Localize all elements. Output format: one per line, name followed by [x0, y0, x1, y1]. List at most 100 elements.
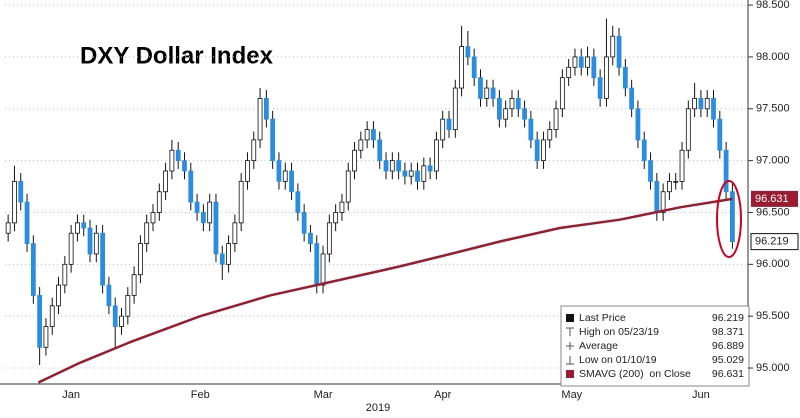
candle-body: [182, 160, 187, 172]
candle-body: [635, 108, 641, 141]
x-axis-label: 2019: [366, 402, 390, 414]
candle-body: [56, 284, 61, 307]
candle-body: [106, 284, 112, 307]
candle-body: [541, 139, 546, 162]
candle-body: [692, 98, 698, 110]
candle-body: [175, 149, 181, 162]
candle-body: [364, 129, 370, 141]
candle-body: [484, 87, 490, 99]
legend-label: High on 05/23/19: [579, 326, 659, 338]
legend-value: 98.371: [712, 326, 744, 338]
candle-body: [408, 170, 414, 177]
candle-body: [276, 160, 282, 182]
y-tick-label: 95.000: [756, 362, 790, 374]
candle-body: [509, 98, 515, 110]
candle-body: [301, 212, 307, 234]
candle-body: [704, 98, 710, 110]
candle-body: [263, 98, 269, 120]
x-tick-label: Apr: [434, 389, 451, 401]
chart-title: DXY Dollar Index: [80, 42, 274, 69]
candle-body: [528, 118, 534, 141]
last-price-tag: [750, 233, 799, 251]
y-tick-label: 97.500: [756, 103, 790, 115]
candle-body: [496, 98, 502, 120]
candle-body: [547, 129, 553, 141]
legend-label: SMAVG (200) on Close: [579, 368, 691, 380]
candle-body: [396, 160, 402, 172]
candle-body: [730, 191, 735, 243]
candle-body: [610, 35, 616, 58]
candle-body: [503, 108, 509, 120]
candle-body: [522, 108, 527, 120]
candle-body: [345, 170, 351, 203]
sma-price-tag: [751, 190, 798, 207]
legend-icon: [566, 370, 574, 378]
candle-body: [49, 305, 55, 327]
candle-body: [402, 170, 408, 177]
candle-body: [169, 149, 175, 172]
legend-label: Average: [579, 340, 618, 352]
y-tick-label: 96.500: [756, 206, 790, 218]
candle-body: [685, 108, 691, 151]
candle-body: [339, 201, 345, 213]
candle-body: [459, 46, 464, 89]
candle-body: [415, 170, 420, 182]
candle-body: [18, 180, 24, 203]
legend-label: Last Price: [579, 312, 626, 324]
candle-body: [465, 46, 471, 58]
candle-body: [144, 222, 150, 244]
candle-body: [616, 35, 622, 68]
candle-body: [251, 139, 257, 162]
candle-body: [660, 191, 666, 213]
candle-body: [75, 222, 80, 234]
candle-body: [572, 56, 578, 68]
candle-body: [314, 243, 320, 286]
legend-icon: [566, 314, 574, 322]
candle-body: [232, 222, 238, 244]
candle-body: [622, 66, 628, 89]
candle-body: [717, 118, 723, 151]
legend-icon: [566, 327, 574, 336]
candle-body: [471, 56, 477, 79]
candle-body: [68, 232, 74, 265]
candle-body: [37, 295, 43, 348]
candle-body: [478, 77, 483, 99]
highlight-ellipse: [716, 180, 742, 258]
legend: Last Price 96.219 High on 05/23/19 98.371 Av…: [560, 305, 750, 387]
candle-body: [427, 165, 433, 172]
candle-body: [24, 201, 30, 244]
candle-body: [320, 253, 326, 286]
candle-body: [200, 212, 206, 224]
candle-body: [597, 77, 603, 99]
candle-body: [43, 326, 49, 348]
candle-body: [308, 232, 313, 244]
candle-body: [219, 253, 225, 265]
sma-price-tag-label: 96.631: [755, 193, 789, 205]
candle-body: [119, 315, 124, 327]
candle-body: [295, 191, 301, 213]
candle-body: [5, 222, 11, 234]
sma-line: [37, 197, 733, 384]
y-tick-label: 95.500: [756, 310, 790, 322]
candle-body: [358, 139, 364, 151]
legend-label: Low on 01/10/19: [579, 354, 657, 366]
candle-body: [257, 98, 263, 141]
legend-icon: [566, 356, 574, 365]
legend-value: 96.219: [712, 312, 744, 324]
candle-body: [194, 201, 200, 213]
candle-body: [654, 180, 660, 213]
candle-body: [389, 160, 395, 172]
candle-body: [87, 227, 93, 255]
candle-body: [30, 243, 36, 296]
legend-value: 96.631: [712, 368, 744, 380]
candle-body: [559, 77, 565, 110]
candle-body: [326, 222, 332, 255]
candle-body: [698, 98, 704, 110]
x-tick-label: Feb: [191, 389, 210, 401]
candle-body: [81, 222, 87, 229]
legend-box: [560, 305, 750, 387]
candle-body: [446, 118, 452, 130]
candle-body: [125, 295, 131, 317]
candle-body: [62, 263, 68, 286]
